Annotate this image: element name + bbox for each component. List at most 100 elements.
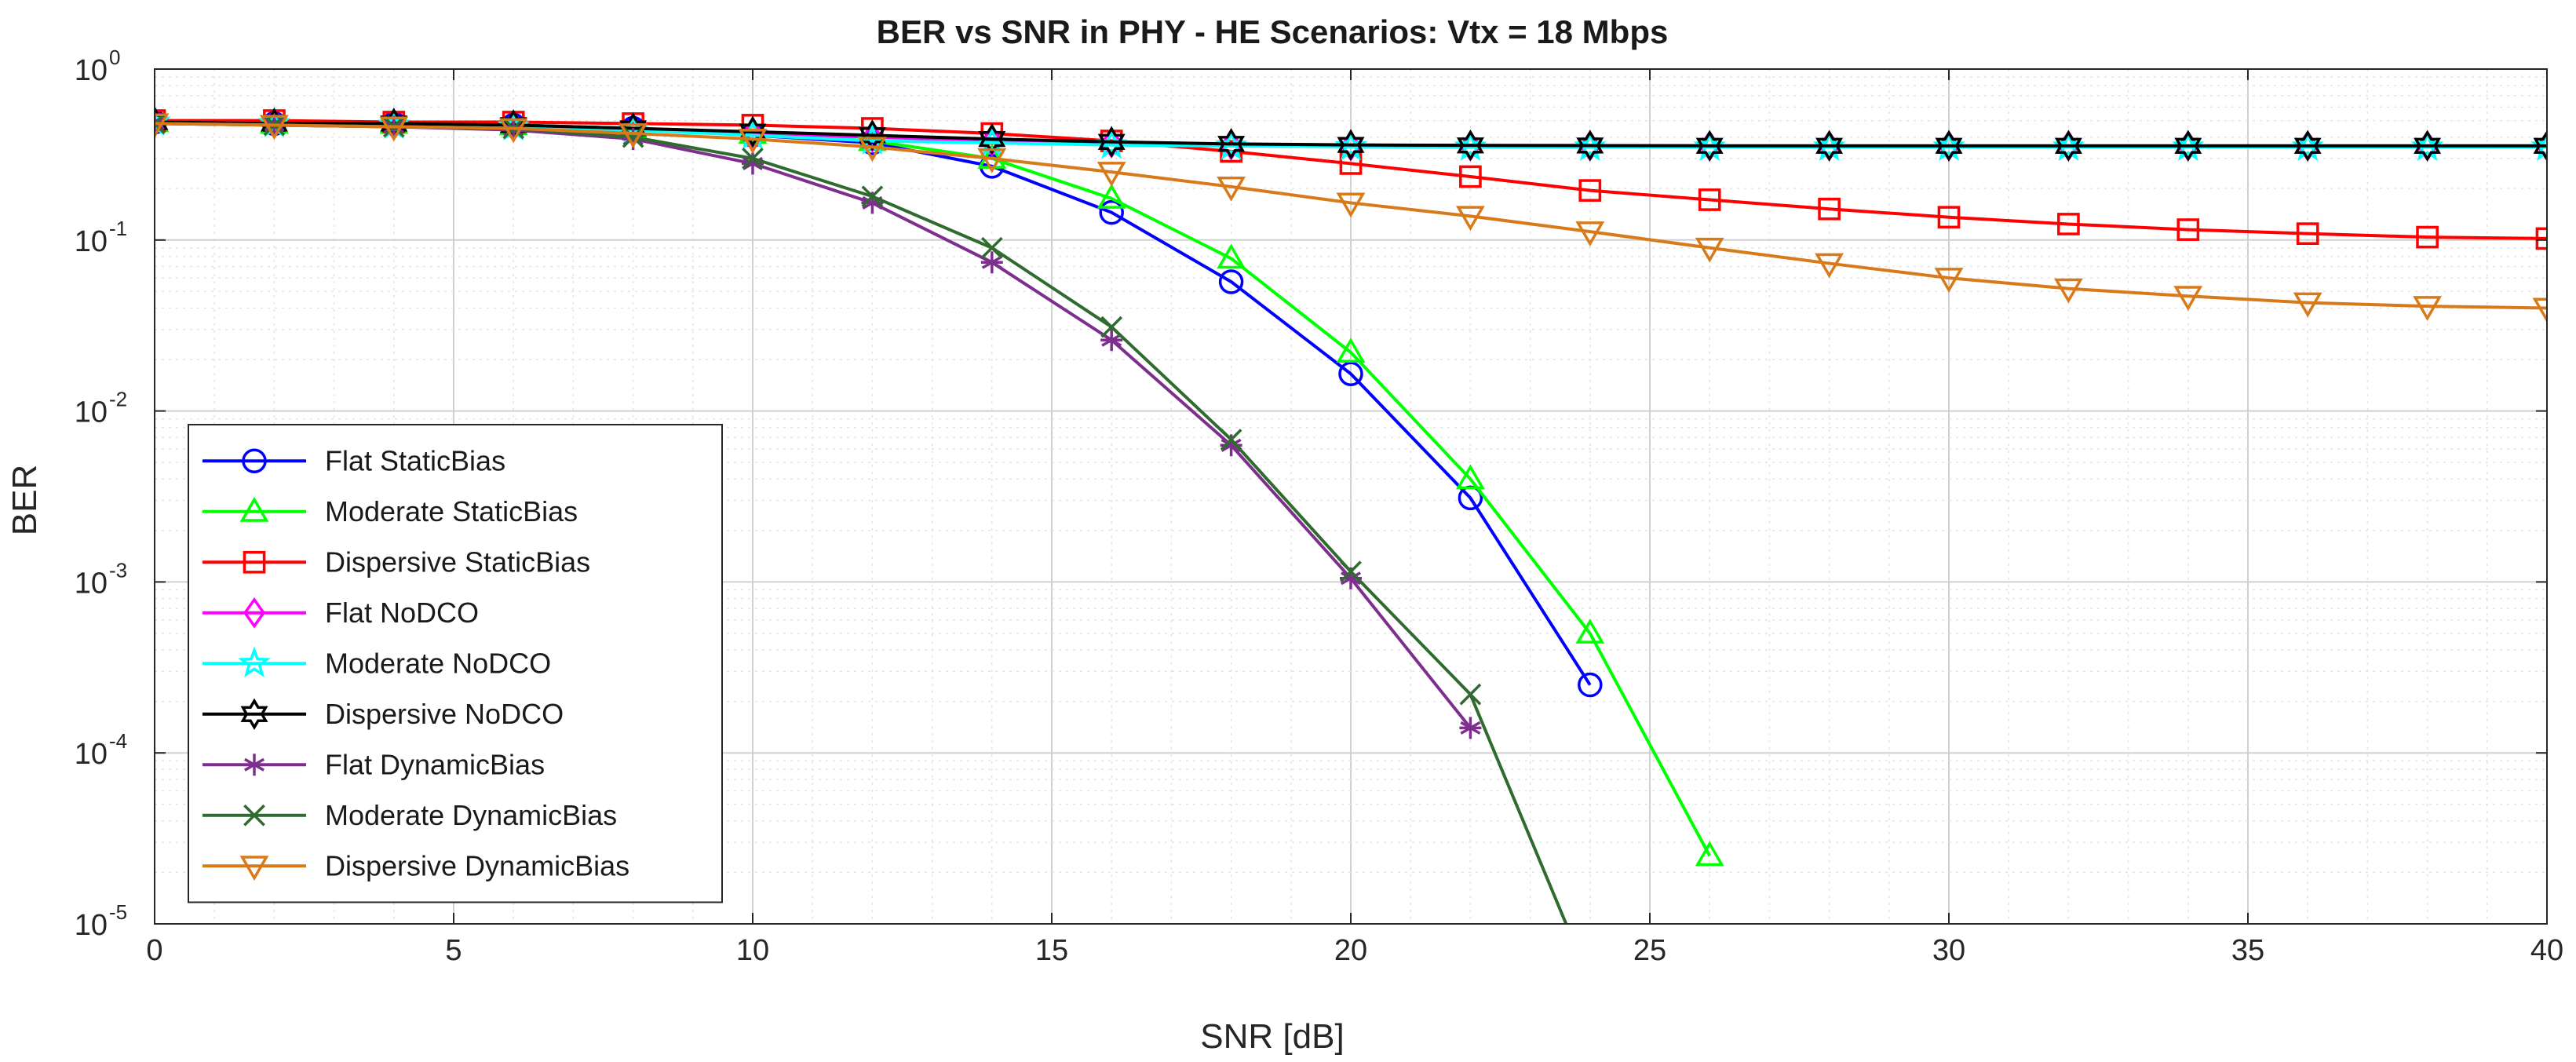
y-tick-exponent: -4 [109, 729, 127, 753]
marker-hexagram [240, 698, 268, 730]
y-tick-exponent: -5 [109, 900, 127, 924]
marker-hexagram [1815, 130, 1844, 162]
y-tick-label: 10 [75, 909, 108, 942]
marker-x-stroke [155, 121, 166, 135]
marker-hexagram [739, 115, 767, 148]
legend-entry: Flat StaticBias [203, 444, 505, 476]
marker-hexagram [2054, 130, 2082, 162]
marker-hexagram [1456, 129, 1484, 162]
legend-label: Flat DynamicBias [325, 748, 545, 780]
marker-triangle-down [2053, 278, 2083, 304]
legend-entry: Moderate StaticBias [203, 495, 578, 527]
marker-asterisk-stroke [155, 116, 165, 126]
marker-triangle-down [1336, 192, 1366, 218]
marker-circle [1578, 672, 1603, 698]
legend-label: Moderate NoDCO [325, 647, 551, 679]
x-tick-label: 15 [1035, 934, 1068, 967]
y-tick-label: 10 [75, 54, 108, 87]
x-axis-label: SNR [dB] [1200, 1017, 1344, 1056]
marker-diamond [243, 597, 266, 629]
y-tick-exponent: -3 [109, 558, 127, 582]
marker-triangle-up [1455, 464, 1485, 490]
marker-x-stroke [622, 126, 644, 148]
marker-triangle-up [1096, 183, 1126, 209]
marker-triangle-down [259, 115, 289, 141]
legend-label: Moderate StaticBias [325, 495, 578, 527]
marker-x-stroke [243, 804, 265, 827]
marker-star [238, 646, 271, 677]
marker-triangle-down [1455, 206, 1485, 232]
y-tick-label: 10 [75, 396, 108, 429]
marker-triangle-down [977, 148, 1007, 173]
legend-label: Dispersive DynamicBias [325, 849, 629, 881]
marker-hexagram [1337, 129, 1365, 161]
legend: Flat StaticBias Moderate StaticBias Disper… [188, 424, 723, 903]
marker-triangle-down [155, 113, 170, 139]
marker-x-stroke [861, 185, 884, 208]
marker-triangle-down [2532, 297, 2547, 323]
marker-square [1459, 165, 1482, 188]
marker-hexagram [2293, 130, 2322, 162]
marker-x-stroke [980, 236, 1003, 259]
marker-hexagram [1097, 126, 1126, 159]
marker-triangle-up [1575, 619, 1605, 644]
marker-square [2057, 213, 2080, 235]
legend-entry: Flat DynamicBias [203, 748, 545, 780]
legend-label: Dispersive NoDCO [325, 698, 564, 730]
x-tick-label: 35 [2231, 934, 2264, 967]
marker-square [1818, 197, 1841, 221]
marker-triangle-down [2173, 286, 2203, 312]
marker-hexagram [1695, 130, 1724, 162]
series-line [155, 122, 2547, 310]
marker-hexagram [1935, 130, 1963, 162]
legend-entry: Dispersive StaticBias [203, 546, 590, 578]
marker-square [1937, 206, 1961, 229]
marker-square [2176, 218, 2200, 241]
series-line [155, 119, 2547, 240]
marker-triangle-down [857, 137, 887, 162]
marker-x-stroke [1220, 429, 1242, 451]
marker-triangle-up [1336, 338, 1366, 363]
series-dispersive-dynamicbias [155, 113, 2547, 323]
marker-x-stroke [1340, 560, 1362, 583]
y-tick-label: 10 [75, 738, 108, 771]
marker-triangle-down [618, 123, 648, 148]
marker-triangle-down [1695, 237, 1724, 263]
marker-triangle-down [498, 118, 528, 144]
x-tick-label: 20 [1334, 934, 1367, 967]
marker-circle [1099, 199, 1124, 225]
y-tick-label: 10 [75, 225, 108, 258]
y-tick-label: 10 [75, 567, 108, 600]
x-tick-label: 30 [1932, 934, 1965, 967]
marker-triangle-up [239, 496, 269, 522]
legend-label: Moderate DynamicBias [325, 799, 617, 831]
legend-entry: Moderate DynamicBias [203, 799, 617, 831]
x-tick-label: 25 [1633, 934, 1666, 967]
marker-square [2416, 225, 2439, 249]
marker-x-stroke [155, 112, 166, 126]
marker-triangle-down [379, 116, 409, 142]
legend-label: Dispersive StaticBias [325, 546, 590, 578]
marker-triangle-down [1096, 162, 1126, 188]
y-axis-label: BER [5, 465, 44, 535]
marker-square [243, 550, 266, 574]
legend-entry: Moderate NoDCO [203, 646, 551, 679]
x-tick-label: 0 [146, 934, 162, 967]
marker-triangle-up [1695, 841, 1724, 867]
marker-triangle-down [1934, 268, 1964, 294]
marker-triangle-down [2293, 292, 2322, 318]
legend-label: Flat NoDCO [325, 597, 479, 629]
legend-entry: Dispersive DynamicBias [203, 849, 629, 881]
marker-x-stroke [1459, 683, 1482, 706]
marker-hexagram [1217, 128, 1246, 160]
y-tick-exponent: -1 [109, 217, 127, 240]
marker-hexagram [978, 122, 1006, 155]
marker-triangle-down [1217, 176, 1246, 202]
marker-triangle-up [1217, 243, 1246, 269]
y-tick-exponent: -2 [109, 388, 127, 411]
legend-entry: Dispersive NoDCO [203, 698, 564, 730]
legend-label: Flat StaticBias [325, 444, 505, 476]
